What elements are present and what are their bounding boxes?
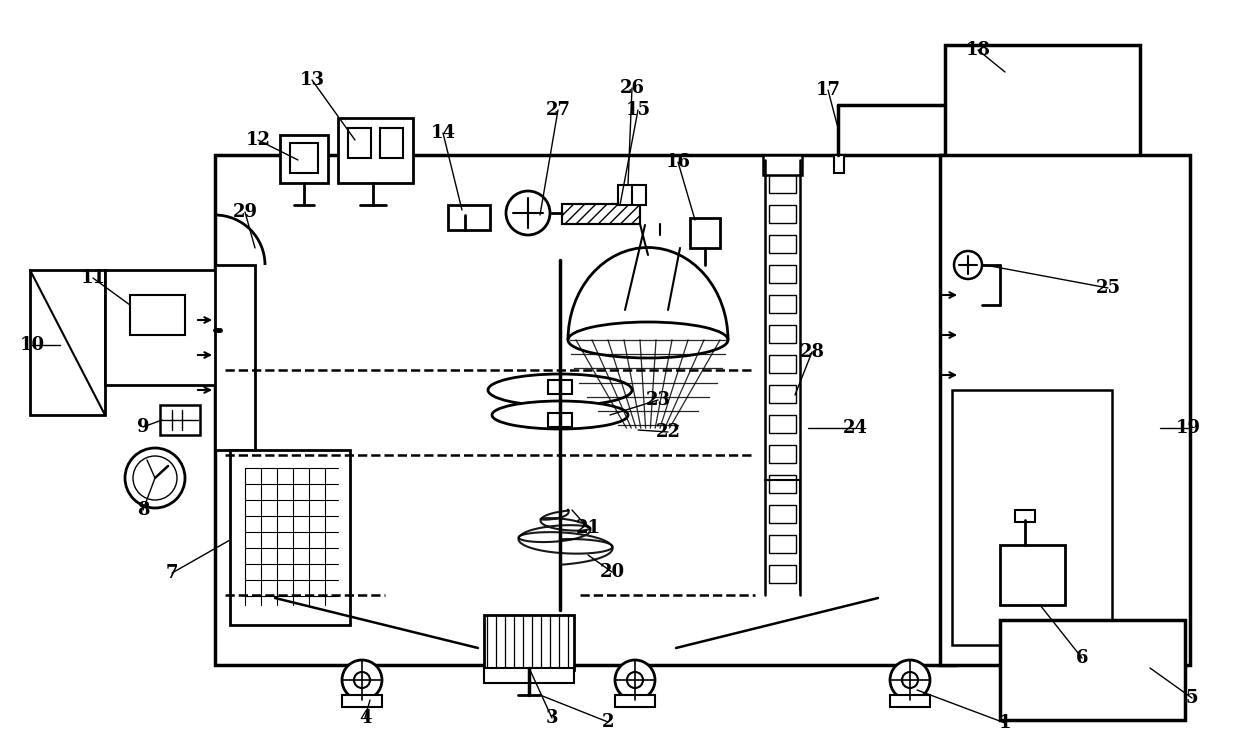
Text: 11: 11 bbox=[81, 269, 105, 287]
Text: 1: 1 bbox=[998, 714, 1012, 732]
Text: 18: 18 bbox=[966, 41, 991, 59]
Circle shape bbox=[615, 660, 655, 700]
Circle shape bbox=[133, 456, 177, 500]
Bar bbox=[945, 45, 1140, 175]
Circle shape bbox=[627, 672, 644, 688]
Text: 21: 21 bbox=[575, 519, 600, 537]
Text: 6: 6 bbox=[1076, 649, 1089, 667]
Text: 22: 22 bbox=[656, 423, 681, 441]
Bar bbox=[448, 205, 490, 230]
Text: 24: 24 bbox=[842, 419, 868, 437]
Circle shape bbox=[506, 191, 551, 235]
Bar bbox=[769, 475, 796, 493]
Text: 9: 9 bbox=[136, 418, 149, 436]
Bar bbox=[689, 218, 720, 248]
Bar bbox=[562, 204, 640, 224]
Bar bbox=[769, 265, 796, 283]
Text: 7: 7 bbox=[166, 564, 179, 582]
Bar bbox=[339, 118, 413, 183]
Bar bbox=[160, 405, 200, 435]
Bar bbox=[769, 295, 796, 313]
Bar bbox=[769, 505, 796, 523]
Bar bbox=[1016, 510, 1035, 522]
Bar bbox=[548, 380, 572, 394]
Bar bbox=[769, 205, 796, 223]
Bar bbox=[105, 270, 219, 385]
Text: 15: 15 bbox=[625, 101, 651, 119]
Circle shape bbox=[954, 251, 982, 279]
Text: 26: 26 bbox=[620, 79, 645, 97]
Circle shape bbox=[901, 672, 918, 688]
Text: 14: 14 bbox=[430, 124, 455, 142]
Text: 4: 4 bbox=[358, 709, 371, 727]
Circle shape bbox=[353, 672, 370, 688]
Bar bbox=[290, 143, 317, 173]
Bar bbox=[769, 325, 796, 343]
Text: 8: 8 bbox=[136, 501, 149, 519]
Text: 23: 23 bbox=[646, 391, 671, 409]
Bar bbox=[769, 175, 796, 193]
Bar bbox=[769, 355, 796, 373]
Bar bbox=[952, 390, 1112, 645]
Ellipse shape bbox=[489, 374, 632, 406]
Bar bbox=[890, 695, 930, 707]
Ellipse shape bbox=[568, 322, 728, 358]
Text: 20: 20 bbox=[599, 563, 625, 581]
Text: 5: 5 bbox=[1185, 689, 1198, 707]
Circle shape bbox=[890, 660, 930, 700]
Bar bbox=[769, 565, 796, 583]
Bar bbox=[30, 270, 105, 415]
Text: 12: 12 bbox=[246, 131, 270, 149]
Bar bbox=[940, 155, 1190, 665]
Bar bbox=[769, 445, 796, 463]
Bar bbox=[562, 204, 640, 224]
Bar bbox=[484, 668, 574, 683]
Text: 28: 28 bbox=[800, 343, 825, 361]
Bar bbox=[342, 695, 382, 707]
Text: 25: 25 bbox=[1095, 279, 1121, 297]
Bar bbox=[769, 235, 796, 253]
Text: 10: 10 bbox=[20, 336, 45, 354]
Bar bbox=[763, 155, 802, 175]
Text: 13: 13 bbox=[300, 71, 325, 89]
Circle shape bbox=[125, 448, 185, 508]
Bar bbox=[348, 128, 371, 158]
Text: 2: 2 bbox=[601, 713, 614, 731]
Text: 19: 19 bbox=[1176, 419, 1200, 437]
Bar bbox=[130, 295, 185, 335]
Text: 27: 27 bbox=[546, 101, 570, 119]
Text: 29: 29 bbox=[233, 203, 258, 221]
Text: 17: 17 bbox=[816, 81, 841, 99]
Bar bbox=[548, 413, 572, 427]
Bar bbox=[229, 450, 350, 625]
Circle shape bbox=[342, 660, 382, 700]
Bar bbox=[280, 135, 329, 183]
Bar bbox=[215, 265, 255, 450]
Bar bbox=[999, 545, 1065, 605]
Bar bbox=[484, 615, 574, 670]
Ellipse shape bbox=[492, 401, 627, 429]
Text: 3: 3 bbox=[546, 709, 558, 727]
Bar bbox=[835, 155, 844, 173]
Text: 16: 16 bbox=[666, 153, 691, 171]
Bar bbox=[615, 695, 655, 707]
Bar bbox=[215, 155, 955, 665]
Bar bbox=[618, 185, 646, 205]
Bar bbox=[999, 620, 1185, 720]
Bar bbox=[769, 415, 796, 433]
Bar bbox=[769, 385, 796, 403]
Bar bbox=[769, 535, 796, 553]
Bar bbox=[379, 128, 403, 158]
